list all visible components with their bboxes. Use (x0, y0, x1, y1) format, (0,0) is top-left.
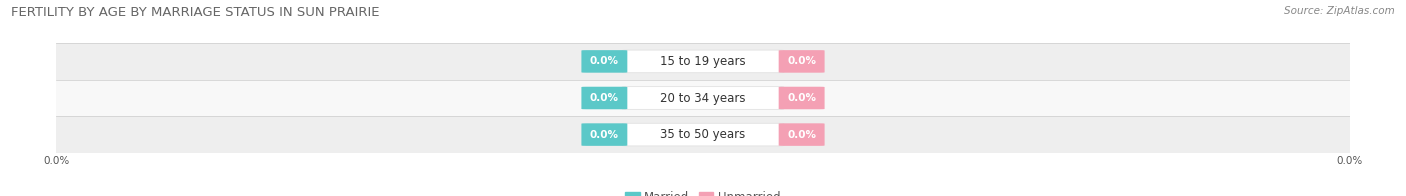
FancyBboxPatch shape (779, 50, 824, 73)
FancyBboxPatch shape (582, 123, 627, 146)
FancyBboxPatch shape (621, 50, 785, 73)
Legend: Married, Unmarried: Married, Unmarried (626, 191, 780, 196)
FancyBboxPatch shape (779, 87, 824, 109)
Text: FERTILITY BY AGE BY MARRIAGE STATUS IN SUN PRAIRIE: FERTILITY BY AGE BY MARRIAGE STATUS IN S… (11, 6, 380, 19)
Text: 0.0%: 0.0% (787, 93, 815, 103)
Text: 0.0%: 0.0% (591, 56, 619, 66)
Text: 0.0%: 0.0% (787, 56, 815, 66)
Text: 0.0%: 0.0% (591, 130, 619, 140)
Text: 35 to 50 years: 35 to 50 years (661, 128, 745, 141)
FancyBboxPatch shape (621, 123, 785, 146)
Text: Source: ZipAtlas.com: Source: ZipAtlas.com (1284, 6, 1395, 16)
Bar (56, 116, 1350, 153)
Text: 15 to 19 years: 15 to 19 years (661, 55, 745, 68)
FancyBboxPatch shape (582, 87, 627, 109)
FancyBboxPatch shape (582, 50, 627, 73)
Text: 20 to 34 years: 20 to 34 years (661, 92, 745, 104)
Bar (56, 80, 1350, 116)
FancyBboxPatch shape (779, 123, 824, 146)
FancyBboxPatch shape (621, 87, 785, 109)
Text: 0.0%: 0.0% (787, 130, 815, 140)
Text: 0.0%: 0.0% (591, 93, 619, 103)
Bar (56, 43, 1350, 80)
